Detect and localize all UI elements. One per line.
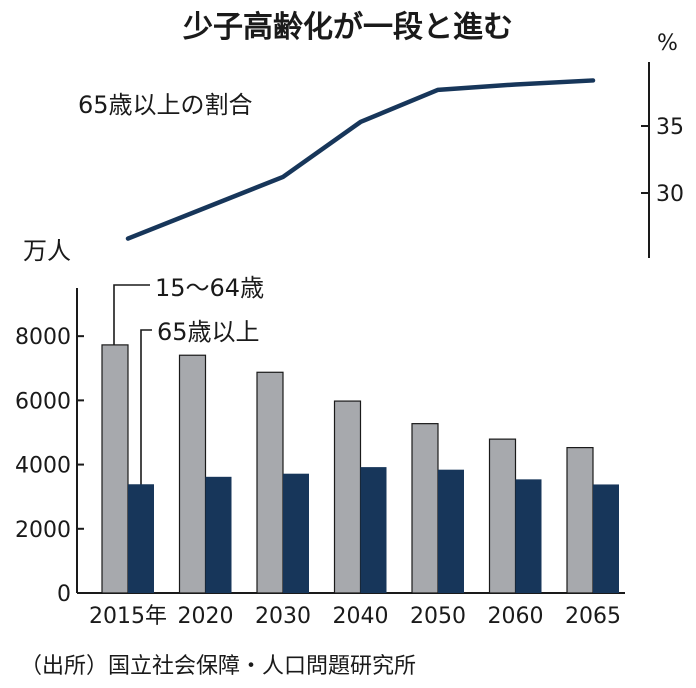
bar-elderly <box>205 476 232 593</box>
bar-elderly <box>515 479 542 593</box>
bar-x-tick-label: 2050 <box>410 604 466 629</box>
bar-working-age <box>488 438 517 594</box>
bar-x-tick-label: 2030 <box>255 604 311 629</box>
line-point <box>515 83 516 85</box>
bar-x-tick-label: 2015年 <box>89 604 167 629</box>
bar-chart: 万人 15～64歳 65歳以上 0 2000 4000 6000 8000 2015年 20… <box>15 237 625 629</box>
line-series-label: 65歳以上の割合 <box>78 91 253 119</box>
legend-leader-working-age <box>113 284 150 351</box>
bar-working-age <box>178 354 207 594</box>
bar-x-tick-label: 2020 <box>178 604 234 629</box>
bar-x-tick-label: 2065 <box>565 604 621 629</box>
line-point <box>437 89 439 91</box>
bar-x-tick-label: 2040 <box>333 604 389 629</box>
bar-elderly <box>128 484 154 593</box>
bar-working-age <box>333 400 362 594</box>
line-chart: % 65歳以上の割合 30 35 <box>78 31 684 258</box>
line-y-tick-label: 30 <box>656 182 684 207</box>
bar-y-tick-label: 8000 <box>15 325 71 350</box>
line-point <box>592 79 594 81</box>
bar-working-age <box>256 371 284 594</box>
bar-working-age <box>101 344 129 594</box>
bar-elderly <box>593 484 619 593</box>
bar-y-tick-label: 0 <box>57 582 71 607</box>
bar-y-tick-label: 2000 <box>15 518 71 543</box>
bar-working-age <box>411 423 439 594</box>
legend-label-working-age: 15～64歳 <box>155 274 264 302</box>
line-point <box>127 238 129 240</box>
legend-label-elderly: 65歳以上 <box>157 318 260 346</box>
line-point <box>360 121 361 123</box>
source-note: （出所）国立社会保障・人口問題研究所 <box>20 654 416 679</box>
bar-elderly <box>438 469 464 593</box>
legend-leader-elderly <box>140 329 152 486</box>
bar-working-age <box>566 446 594 594</box>
line-point <box>205 207 206 209</box>
line-point <box>282 176 284 178</box>
bar-y-tick-label: 6000 <box>15 389 71 414</box>
line-y-tick-label: 35 <box>656 115 684 140</box>
chart-title: 少子高齢化が一段と進む <box>183 10 513 45</box>
bar-x-tick-label: 2060 <box>488 604 544 629</box>
bar-y-unit-label: 万人 <box>23 237 71 265</box>
bar-y-tick-label: 4000 <box>15 454 71 479</box>
bar-elderly <box>360 467 387 593</box>
bar-elderly <box>283 473 309 593</box>
line-y-unit-label: % <box>657 31 678 56</box>
